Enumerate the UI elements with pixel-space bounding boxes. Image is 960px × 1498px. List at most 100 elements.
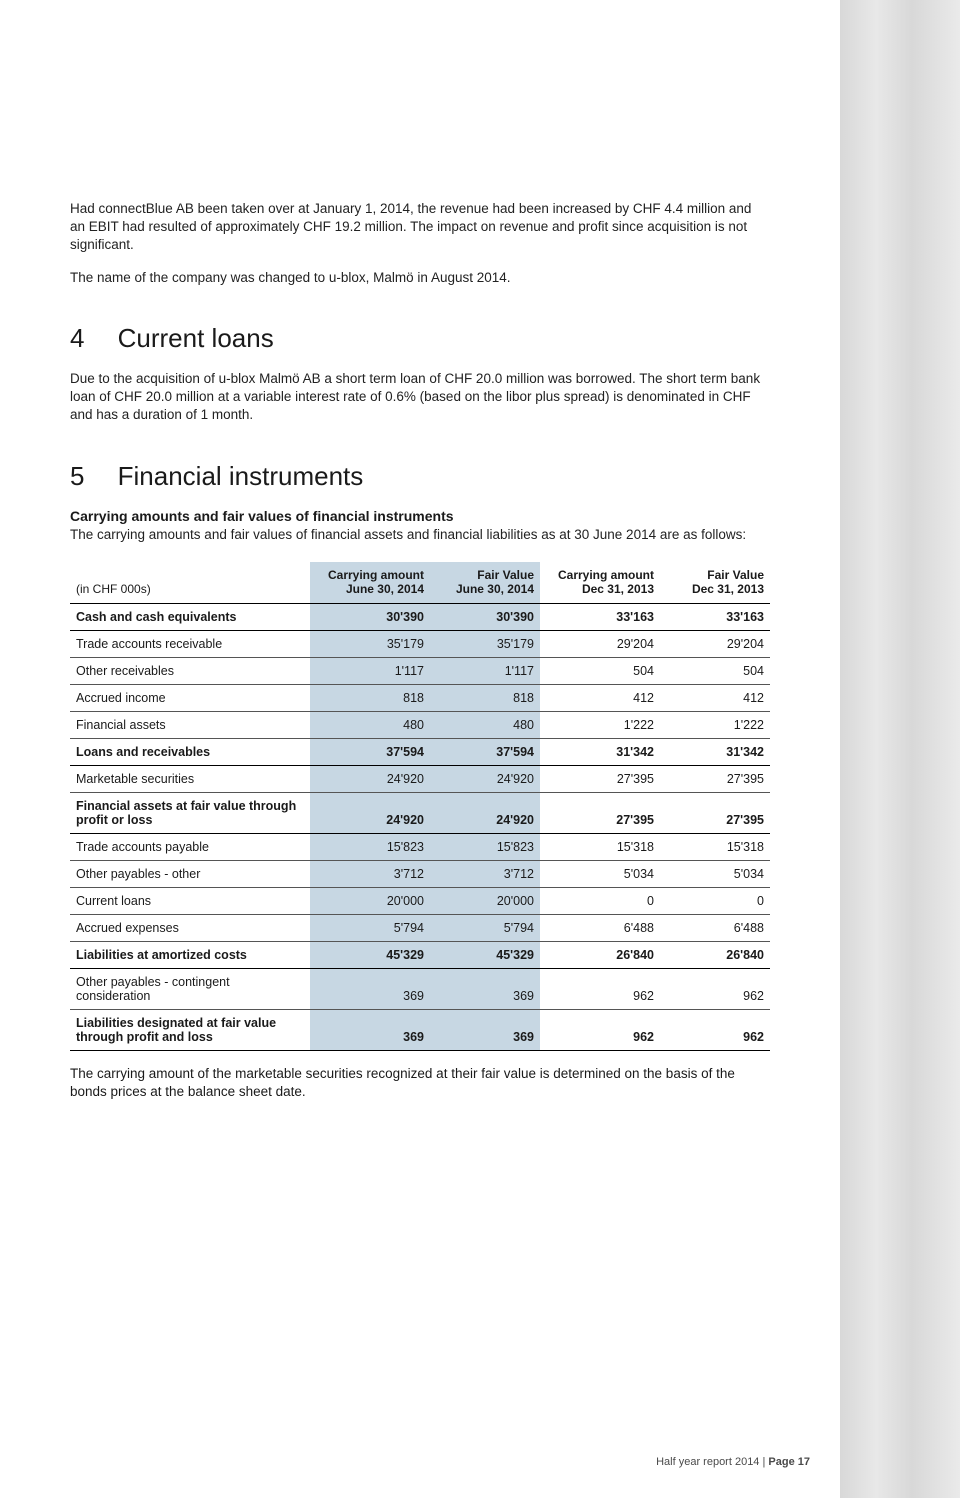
col2-line2: June 30, 2014: [456, 582, 534, 596]
financial-instruments-table: (in CHF 000s) Carrying amount June 30, 2…: [70, 562, 770, 1051]
row-value: 369: [310, 968, 430, 1009]
col3-line1: Carrying amount: [558, 568, 654, 582]
table-header: (in CHF 000s) Carrying amount June 30, 2…: [70, 562, 770, 603]
row-value: 30'390: [310, 603, 430, 630]
col1-line1: Carrying amount: [328, 568, 424, 582]
row-value: 29'204: [540, 630, 660, 657]
col4-line2: Dec 31, 2013: [692, 582, 764, 596]
section-5-subhead: Carrying amounts and fair values of fina…: [70, 508, 770, 524]
row-value: 962: [660, 968, 770, 1009]
table-row: Liabilities at amortized costs45'32945'3…: [70, 941, 770, 968]
row-value: 26'840: [660, 941, 770, 968]
right-decorative-band: [840, 0, 960, 1498]
row-label: Other payables - contingent consideratio…: [70, 968, 310, 1009]
row-value: 369: [430, 968, 540, 1009]
row-value: 5'034: [540, 860, 660, 887]
row-value: 5'794: [430, 914, 540, 941]
row-value: 5'794: [310, 914, 430, 941]
row-label: Financial assets: [70, 711, 310, 738]
row-value: 818: [430, 684, 540, 711]
row-value: 27'395: [540, 765, 660, 792]
row-value: 962: [540, 1009, 660, 1050]
table-row: Other receivables1'1171'117504504: [70, 657, 770, 684]
table-row: Trade accounts receivable35'17935'17929'…: [70, 630, 770, 657]
row-value: 412: [540, 684, 660, 711]
row-label: Other payables - other: [70, 860, 310, 887]
row-label: Liabilities at amortized costs: [70, 941, 310, 968]
section-5-heading: 5 Financial instruments: [70, 461, 770, 492]
row-label: Current loans: [70, 887, 310, 914]
row-label: Trade accounts payable: [70, 833, 310, 860]
row-label: Loans and receivables: [70, 738, 310, 765]
row-value: 27'395: [540, 792, 660, 833]
section-5-lead: The carrying amounts and fair values of …: [70, 526, 770, 544]
row-value: 1'222: [660, 711, 770, 738]
row-label: Trade accounts receivable: [70, 630, 310, 657]
table-col-3-header: Carrying amount Dec 31, 2013: [540, 562, 660, 603]
row-value: 1'222: [540, 711, 660, 738]
row-label: Liabilities designated at fair value thr…: [70, 1009, 310, 1050]
row-value: 0: [660, 887, 770, 914]
row-label: Cash and cash equivalents: [70, 603, 310, 630]
table-col-2-header: Fair Value June 30, 2014: [430, 562, 540, 603]
row-value: 29'204: [660, 630, 770, 657]
table-body: Cash and cash equivalents30'39030'39033'…: [70, 603, 770, 1050]
row-value: 0: [540, 887, 660, 914]
row-value: 15'318: [660, 833, 770, 860]
row-value: 26'840: [540, 941, 660, 968]
row-value: 504: [660, 657, 770, 684]
table-row: Liabilities designated at fair value thr…: [70, 1009, 770, 1050]
row-value: 504: [540, 657, 660, 684]
row-value: 45'329: [310, 941, 430, 968]
section-4-body: Due to the acquisition of u-blox Malmö A…: [70, 370, 770, 425]
section-5-number: 5: [70, 461, 114, 492]
col2-line1: Fair Value: [477, 568, 534, 582]
col1-line2: June 30, 2014: [346, 582, 424, 596]
section-4-number: 4: [70, 323, 114, 354]
row-value: 45'329: [430, 941, 540, 968]
row-value: 15'823: [310, 833, 430, 860]
section-4-heading: 4 Current loans: [70, 323, 770, 354]
table-row: Marketable securities24'92024'92027'3952…: [70, 765, 770, 792]
row-value: 37'594: [310, 738, 430, 765]
row-value: 6'488: [540, 914, 660, 941]
row-value: 20'000: [430, 887, 540, 914]
intro-paragraph-2: The name of the company was changed to u…: [70, 269, 770, 287]
table-row: Financial assets at fair value through p…: [70, 792, 770, 833]
intro-paragraph-1: Had connectBlue AB been taken over at Ja…: [70, 200, 770, 255]
row-value: 1'117: [310, 657, 430, 684]
table-col-1-header: Carrying amount June 30, 2014: [310, 562, 430, 603]
row-value: 1'117: [430, 657, 540, 684]
row-value: 3'712: [310, 860, 430, 887]
footer-page-number: Page 17: [768, 1456, 810, 1468]
row-value: 35'179: [310, 630, 430, 657]
table-row: Other payables - contingent consideratio…: [70, 968, 770, 1009]
row-value: 480: [310, 711, 430, 738]
section-4-title: Current loans: [118, 323, 274, 354]
col3-line2: Dec 31, 2013: [582, 582, 654, 596]
row-value: 15'823: [430, 833, 540, 860]
row-value: 24'920: [310, 765, 430, 792]
table-row: Loans and receivables37'59437'59431'3423…: [70, 738, 770, 765]
row-value: 35'179: [430, 630, 540, 657]
row-value: 27'395: [660, 765, 770, 792]
row-value: 818: [310, 684, 430, 711]
table-row: Accrued expenses5'7945'7946'4886'488: [70, 914, 770, 941]
row-value: 33'163: [540, 603, 660, 630]
section-5-title: Financial instruments: [118, 461, 364, 492]
row-value: 15'318: [540, 833, 660, 860]
row-value: 3'712: [430, 860, 540, 887]
row-value: 20'000: [310, 887, 430, 914]
row-value: 369: [310, 1009, 430, 1050]
row-value: 33'163: [660, 603, 770, 630]
table-col-4-header: Fair Value Dec 31, 2013: [660, 562, 770, 603]
row-value: 27'395: [660, 792, 770, 833]
row-value: 37'594: [430, 738, 540, 765]
row-value: 480: [430, 711, 540, 738]
row-label: Other receivables: [70, 657, 310, 684]
row-label: Accrued income: [70, 684, 310, 711]
row-label: Financial assets at fair value through p…: [70, 792, 310, 833]
table-row: Cash and cash equivalents30'39030'39033'…: [70, 603, 770, 630]
table-row: Financial assets4804801'2221'222: [70, 711, 770, 738]
table-row: Current loans20'00020'00000: [70, 887, 770, 914]
